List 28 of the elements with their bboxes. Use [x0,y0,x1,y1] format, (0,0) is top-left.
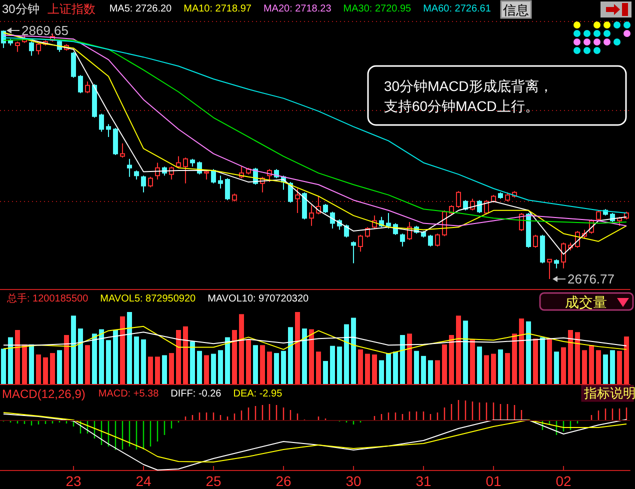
annotation: 2869.65 [22,22,68,38]
x-tick-label: 30 [346,473,362,489]
text: MACD: +5.38 [98,388,160,400]
annotation: 30分钟MACD形成底背离，支持60分钟MACD上行。 [384,78,553,114]
text: DIFF: -0.26 [170,388,222,400]
series-label: 总手: 1200185500 [6,292,89,304]
chart-subtitle: 上证指数 [47,2,96,16]
annotation: 2676.77 [568,271,614,286]
x-tick-label: 23 [66,473,82,489]
text: MA30: 2720.95 [343,4,412,14]
annotation: 指标说明 [583,386,635,400]
text: MA20: 2718.23 [263,4,332,14]
x-tick-label: 01 [486,473,502,489]
text: MA10: 2718.97 [184,4,252,14]
chart-title: 30分钟 [2,2,40,16]
x-tick-label: 25 [206,473,222,489]
text: MAVOL10: 970720320 [208,294,310,304]
x-tick-label: 26 [276,473,292,489]
x-tick-label: 02 [556,473,572,489]
chart-title: MACD(12,26,9) [2,387,86,401]
text: 成交量 [565,294,607,310]
text: MA60: 2726.61 [423,4,492,14]
text: DEA: -2.95 [233,388,283,400]
text: MA5: 2726.20 [109,4,172,14]
x-tick-label: 31 [416,473,432,489]
x-tick-label: 24 [136,473,152,489]
text: 信息 [503,2,529,18]
text: MAVOL5: 872950920 [100,294,196,304]
